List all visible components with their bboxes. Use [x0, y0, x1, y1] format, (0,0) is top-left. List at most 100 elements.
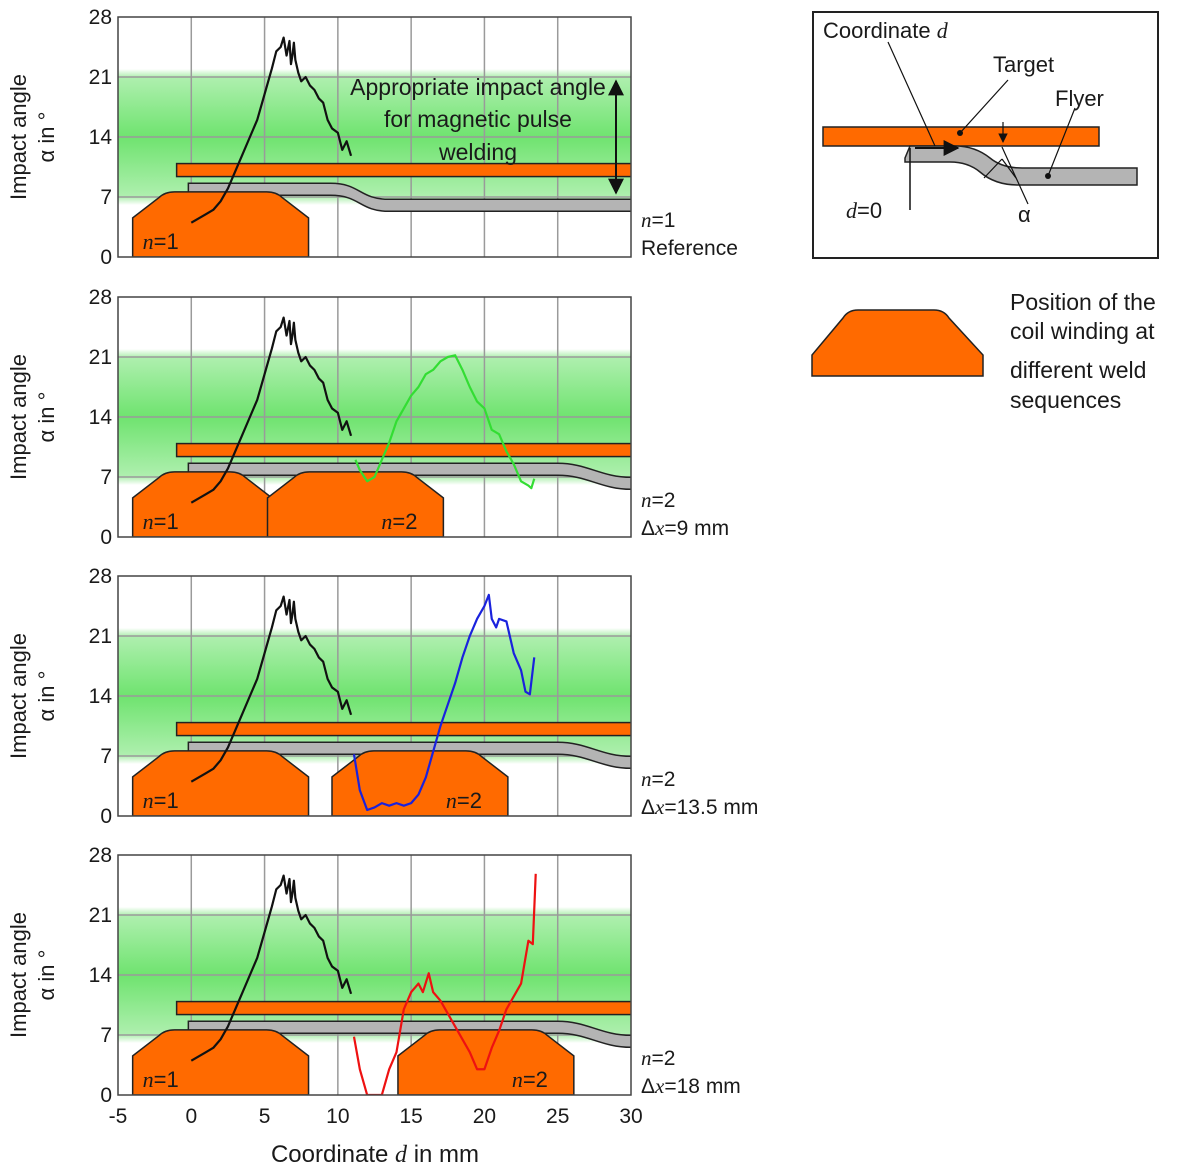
plot-content [131, 593, 631, 816]
series-line-1 [190, 36, 353, 224]
side-label-detail: Δx=18 mm [641, 1074, 741, 1098]
y-axis-title-line-2: α in ° [34, 112, 59, 163]
coil-legend-line-1: Position of the [1010, 289, 1156, 315]
series-line-2 [354, 354, 536, 490]
inset-coordinate-leader [887, 41, 936, 147]
side-label-sequence: n=2 [641, 1046, 675, 1070]
y-tick-label: 28 [89, 286, 112, 309]
y-tick-label: 7 [100, 466, 112, 489]
series-line-1 [190, 316, 353, 504]
inset-d0-label: d=0 [846, 198, 882, 223]
plot-frame [117, 575, 632, 817]
y-tick-label: 7 [100, 186, 112, 209]
y-axis-title-line-2: α in ° [34, 671, 59, 722]
band-label-line-3: welding [438, 139, 517, 165]
coil-legend-line-3: different weld [1010, 357, 1146, 383]
series-line-2 [352, 873, 537, 1095]
flyer-sheet [187, 462, 631, 491]
band-label-line-1: Appropriate impact angle [350, 74, 606, 100]
side-label-detail: Δx=13.5 mm [641, 795, 758, 819]
y-tick-label: 28 [89, 844, 112, 867]
plot-frame [117, 16, 632, 258]
target-plate [175, 162, 631, 178]
y-axis-title-line-2: α in ° [34, 392, 59, 443]
y-tick-label: 28 [89, 6, 112, 29]
coil-winding [131, 471, 273, 537]
side-label-sequence: n=2 [641, 767, 675, 791]
coil-winding [266, 471, 445, 537]
y-tick-label: 0 [100, 246, 112, 269]
y-axis-title-line-1: Impact angle [6, 633, 31, 759]
y-tick-label: 14 [89, 126, 113, 149]
plot-content [131, 316, 631, 537]
y-tick-label: 0 [100, 1084, 112, 1107]
x-tick-label: 15 [399, 1105, 422, 1128]
series-line-1 [190, 874, 353, 1062]
inset-target-plate [822, 126, 1100, 147]
inset-target-leader [959, 79, 1009, 134]
coil-legend: Position of the coil winding at differen… [811, 289, 1156, 413]
y-tick-label: 28 [89, 565, 112, 588]
coil-winding [131, 750, 310, 816]
inset-flyer-dot [1045, 173, 1051, 179]
plot-content [131, 873, 631, 1095]
inset-flyer-label: Flyer [1055, 86, 1104, 111]
inset-angle-line-1 [1001, 146, 1029, 205]
coil-winding [131, 191, 310, 257]
series-line-2 [352, 593, 536, 812]
y-tick-label: 7 [100, 1024, 112, 1047]
inset-flyer-plate [904, 145, 1138, 186]
coil-label-2: n=2 [512, 1067, 548, 1092]
panel-4: n=1 n=2 0 7 14 21 28 Impact angle α in ° n=2 Δx=18… [6, 844, 741, 1128]
coil-label-1: n=1 [143, 509, 179, 534]
series-line-1 [190, 595, 353, 783]
y-tick-label: 14 [89, 685, 113, 708]
panel-1: n=1 0 7 14 21 28 Impact angle α in ° n=1 Referenc… [6, 6, 738, 269]
coil-legend-line-4: sequences [1010, 387, 1121, 413]
coil-label-1: n=1 [143, 1067, 179, 1092]
y-tick-label: 21 [89, 625, 112, 648]
coil-label-2: n=2 [381, 509, 417, 534]
y-tick-label: 7 [100, 745, 112, 768]
x-tick-label: 20 [473, 1105, 496, 1128]
inset-target-label: Target [993, 52, 1054, 77]
side-label-sequence: n=1 [641, 208, 675, 232]
side-label-sequence: n=2 [641, 488, 675, 512]
side-label-detail: Δx=9 mm [641, 516, 729, 540]
panel-3: n=1 n=2 0 7 14 21 28 Impact angle α in ° n=2 Δx=13… [6, 565, 758, 828]
inset-target-dot [957, 130, 963, 136]
plot-frame [117, 296, 632, 538]
plot-content [131, 36, 631, 257]
target-plate [175, 1000, 631, 1016]
coil-label-1: n=1 [143, 229, 179, 254]
inset-schematic: Coordinate d Target Flyer d=0 α [812, 11, 1159, 259]
x-tick-label: 5 [259, 1105, 271, 1128]
coil-winding [331, 750, 509, 816]
coil-legend-swatch [811, 309, 984, 377]
target-plate [175, 442, 631, 458]
coil-label-1: n=1 [143, 788, 179, 813]
y-tick-label: 21 [89, 66, 112, 89]
inset-angle-line-2 [983, 158, 1003, 179]
target-plate [175, 721, 631, 737]
coil-winding [131, 1029, 310, 1095]
x-tick-label: 0 [185, 1105, 197, 1128]
band-label-line-2: for magnetic pulse [384, 106, 572, 132]
flyer-sheet [187, 741, 631, 770]
x-tick-label: 25 [546, 1105, 569, 1128]
coil-legend-line-2: coil winding at [1010, 318, 1155, 344]
y-axis-title-line-1: Impact angle [6, 74, 31, 200]
y-tick-label: 21 [89, 904, 112, 927]
y-tick-label: 0 [100, 526, 112, 549]
x-tick-label: 30 [619, 1105, 642, 1128]
y-axis-title-line-1: Impact angle [6, 354, 31, 480]
inset-alpha-label: α [1018, 202, 1031, 227]
side-label-detail: Reference [641, 237, 738, 260]
panel-2: n=1 n=2 0 7 14 21 28 Impact angle α in ° n=2 Δx=9 … [6, 286, 729, 549]
inset-flyer-leader [1047, 107, 1076, 177]
y-tick-label: 14 [89, 406, 113, 429]
y-tick-label: 14 [89, 964, 113, 987]
y-axis-title-line-1: Impact angle [6, 912, 31, 1038]
